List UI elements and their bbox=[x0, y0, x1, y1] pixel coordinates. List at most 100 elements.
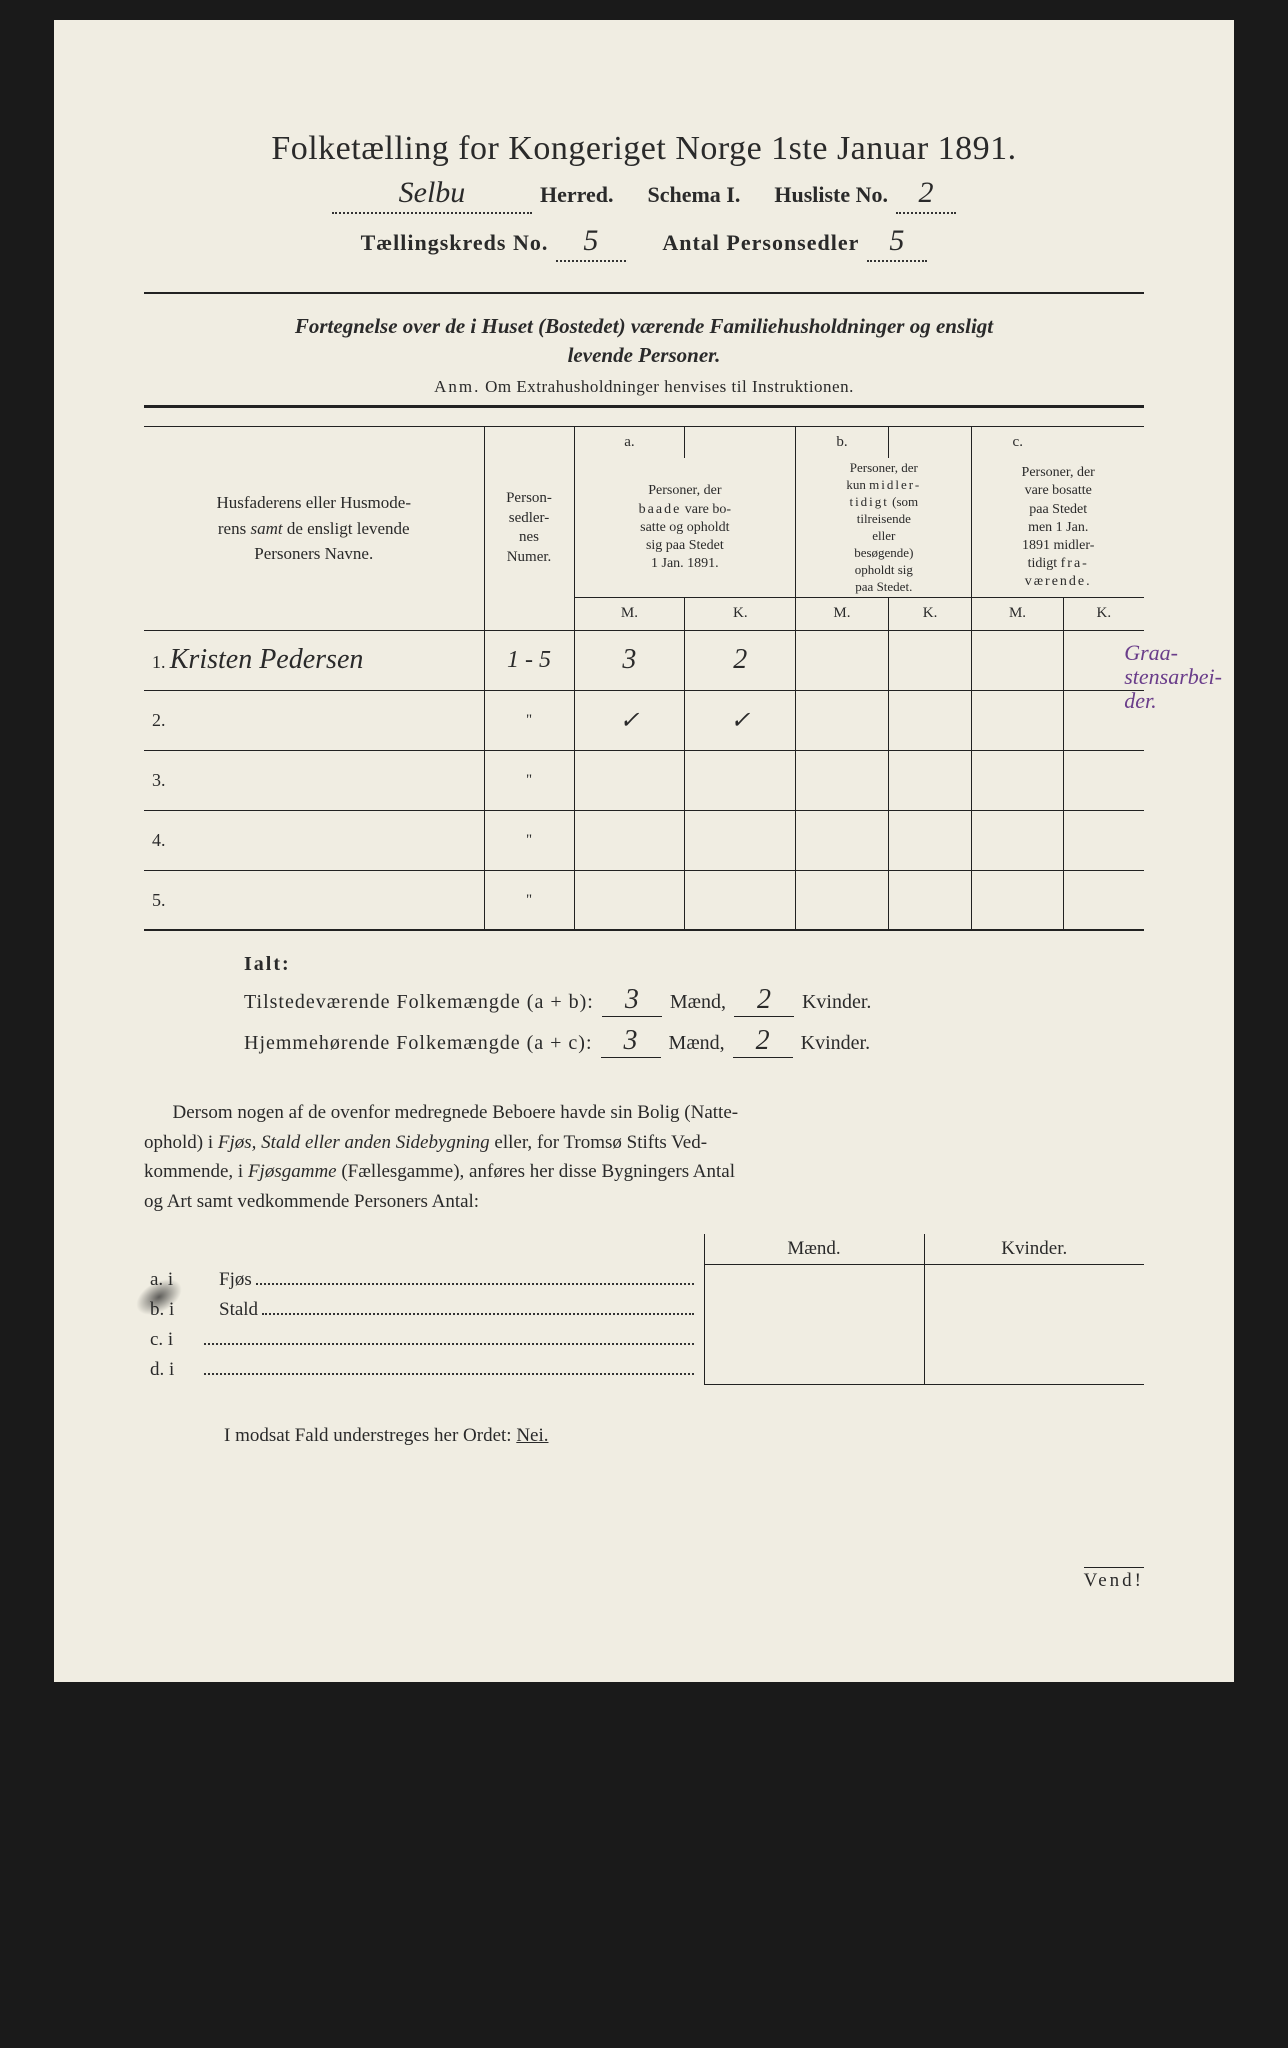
ialt-block: Ialt: Tilstedeværende Folkemængde (a + b… bbox=[244, 953, 1144, 1058]
personsedler-label: Antal Personsedler bbox=[662, 230, 859, 256]
schema-label: Schema I. bbox=[647, 182, 740, 208]
b-k: K. bbox=[888, 598, 972, 631]
herred-value: Selbu bbox=[332, 176, 532, 214]
ialt-label: Ialt: bbox=[244, 953, 1144, 976]
cell bbox=[574, 810, 685, 870]
col-a-label: a. bbox=[574, 426, 685, 458]
cell: 3 bbox=[622, 644, 636, 675]
cell bbox=[972, 630, 1063, 690]
nei-word: Nei. bbox=[516, 1425, 548, 1446]
cell bbox=[796, 690, 889, 750]
herred-label: Herred. bbox=[540, 182, 614, 208]
cell bbox=[574, 870, 685, 930]
cell bbox=[574, 750, 685, 810]
cell bbox=[1063, 750, 1144, 810]
col-num-head: Person-sedler-nesNumer. bbox=[484, 426, 574, 630]
cell bbox=[685, 870, 796, 930]
c-k: K. bbox=[1063, 598, 1144, 631]
table-row: 5. " bbox=[144, 870, 1144, 930]
col-c-text: Personer, dervare bosattepaa Stedetmen 1… bbox=[972, 458, 1144, 598]
cell bbox=[888, 810, 972, 870]
col-a-spacer bbox=[685, 426, 796, 458]
ditto: " bbox=[526, 892, 532, 908]
maend-label: Mænd, bbox=[669, 1032, 725, 1055]
side-k-cell bbox=[924, 1295, 1144, 1325]
modsat-text: I modsat Fald understreges her Ordet: bbox=[224, 1425, 516, 1446]
subtitle-line2: levende Personer. bbox=[568, 343, 721, 367]
ditto: " bbox=[526, 772, 532, 788]
side-m-cell bbox=[704, 1295, 924, 1325]
sum2-label: Hjemmehørende Folkemængde (a + c): bbox=[244, 1032, 593, 1055]
side-table: Mænd. Kvinder. a. i Fjøs b. i Stald c. i… bbox=[144, 1234, 1144, 1385]
page-title: Folketælling for Kongeriget Norge 1ste J… bbox=[144, 130, 1144, 168]
personsedler-value: 5 bbox=[867, 224, 927, 262]
sum1-label: Tilstedeværende Folkemængde (a + b): bbox=[244, 991, 594, 1014]
cell bbox=[796, 810, 889, 870]
row-name: Kristen Pedersen bbox=[170, 644, 364, 675]
cell: ✓ bbox=[730, 708, 750, 734]
subtitle: Fortegnelse over de i Huset (Bostedet) v… bbox=[144, 312, 1144, 371]
row-nums: 1 - 5 bbox=[507, 647, 551, 673]
col-c-spacer bbox=[1063, 426, 1144, 458]
header-row-1: Selbu Herred. Schema I. Husliste No. 2 bbox=[144, 176, 1144, 214]
rule-1 bbox=[144, 292, 1144, 294]
side-row: a. i Fjøs bbox=[144, 1265, 1144, 1295]
cell bbox=[685, 750, 796, 810]
maend-label: Mænd, bbox=[670, 991, 726, 1014]
sum1-k: 2 bbox=[734, 984, 794, 1017]
side-row: d. i bbox=[144, 1355, 1144, 1385]
side-lbl: c. i bbox=[150, 1329, 200, 1351]
paragraph: Dersom nogen af de ovenfor medregnede Be… bbox=[144, 1098, 1144, 1216]
row-num: 4. bbox=[152, 830, 166, 850]
cell bbox=[888, 690, 972, 750]
sum-line-1: Tilstedeværende Folkemængde (a + b): 3 M… bbox=[244, 984, 1144, 1017]
cell bbox=[796, 870, 889, 930]
cell bbox=[685, 810, 796, 870]
side-k-cell bbox=[924, 1265, 1144, 1295]
sum2-m: 3 bbox=[601, 1025, 661, 1058]
col-a-text: Personer, derbaade vare bo-satte og opho… bbox=[574, 458, 796, 598]
cell bbox=[888, 630, 972, 690]
side-lbl: d. i bbox=[150, 1359, 200, 1381]
census-form-page: Folketælling for Kongeriget Norge 1ste J… bbox=[54, 20, 1234, 1682]
margin-note: Graa-stensarbei-der. bbox=[1124, 641, 1222, 714]
table-row: 2. " ✓ ✓ bbox=[144, 690, 1144, 750]
table-wrapper: Husfaderens eller Husmode-rens samt de e… bbox=[144, 426, 1144, 932]
ditto: " bbox=[526, 832, 532, 848]
col-name-head: Husfaderens eller Husmode-rens samt de e… bbox=[144, 426, 484, 630]
side-txt: Stald bbox=[219, 1299, 258, 1321]
rule-2 bbox=[144, 405, 1144, 408]
col-b-text: Personer, derkun midler-tidigt (somtilre… bbox=[796, 458, 972, 598]
row-num: 1. bbox=[152, 652, 166, 672]
kreds-label: Tællingskreds No. bbox=[361, 230, 549, 256]
table-row: 1. Kristen Pedersen 1 - 5 3 2 bbox=[144, 630, 1144, 690]
ditto: " bbox=[526, 712, 532, 728]
table-row: 3. " bbox=[144, 750, 1144, 810]
row-num: 3. bbox=[152, 770, 166, 790]
vend-label: Vend! bbox=[1084, 1567, 1144, 1592]
sum2-k: 2 bbox=[733, 1025, 793, 1058]
cell bbox=[796, 630, 889, 690]
header-row-2: Tællingskreds No. 5 Antal Personsedler 5 bbox=[144, 224, 1144, 262]
side-maend: Mænd. bbox=[704, 1234, 924, 1265]
table-row: 4. " bbox=[144, 810, 1144, 870]
col-c-label: c. bbox=[972, 426, 1063, 458]
anm-note: Anm. Om Extrahusholdninger henvises til … bbox=[144, 377, 1144, 397]
cell bbox=[972, 750, 1063, 810]
cell bbox=[972, 870, 1063, 930]
side-k-cell bbox=[924, 1325, 1144, 1355]
cell bbox=[972, 690, 1063, 750]
husliste-label: Husliste No. bbox=[774, 182, 888, 208]
side-row: c. i bbox=[144, 1325, 1144, 1355]
a-k: K. bbox=[685, 598, 796, 631]
sum1-m: 3 bbox=[602, 984, 662, 1017]
cell bbox=[888, 870, 972, 930]
c-m: M. bbox=[972, 598, 1063, 631]
side-m-cell bbox=[704, 1355, 924, 1385]
row-num: 5. bbox=[152, 890, 166, 910]
kreds-value: 5 bbox=[556, 224, 626, 262]
cell: ✓ bbox=[619, 708, 639, 734]
side-row: b. i Stald bbox=[144, 1295, 1144, 1325]
col-b-label: b. bbox=[796, 426, 889, 458]
cell bbox=[796, 750, 889, 810]
